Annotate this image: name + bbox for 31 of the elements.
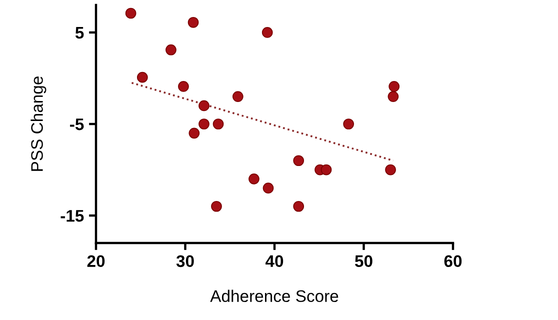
point xyxy=(125,8,136,19)
point xyxy=(198,118,210,130)
point xyxy=(212,118,224,130)
point xyxy=(136,72,148,83)
point xyxy=(178,81,189,92)
point xyxy=(320,164,332,176)
point xyxy=(262,182,274,194)
y-axis-title: PSS Change xyxy=(30,76,46,171)
x-tick-label: 50 xyxy=(354,255,372,268)
point xyxy=(343,118,354,130)
point xyxy=(388,91,399,102)
point xyxy=(248,173,260,184)
point xyxy=(293,200,304,212)
point xyxy=(198,100,210,112)
point xyxy=(262,27,273,38)
x-tick-label: 40 xyxy=(265,255,284,268)
x-axis-title: Adherence Score xyxy=(210,290,338,302)
point xyxy=(166,44,176,56)
x-tick-label: 60 xyxy=(444,255,462,268)
y-tick-label: -5 xyxy=(70,118,84,130)
x-tick-label: 20 xyxy=(87,255,105,268)
point xyxy=(211,200,222,212)
y-tick-label: -15 xyxy=(60,210,84,222)
point xyxy=(232,91,244,102)
y-tick-label: 5 xyxy=(75,27,84,39)
point xyxy=(385,164,396,176)
point xyxy=(388,81,400,92)
x-tick-label: 30 xyxy=(176,255,194,268)
point xyxy=(188,16,199,28)
point xyxy=(293,155,304,166)
point xyxy=(188,128,200,139)
